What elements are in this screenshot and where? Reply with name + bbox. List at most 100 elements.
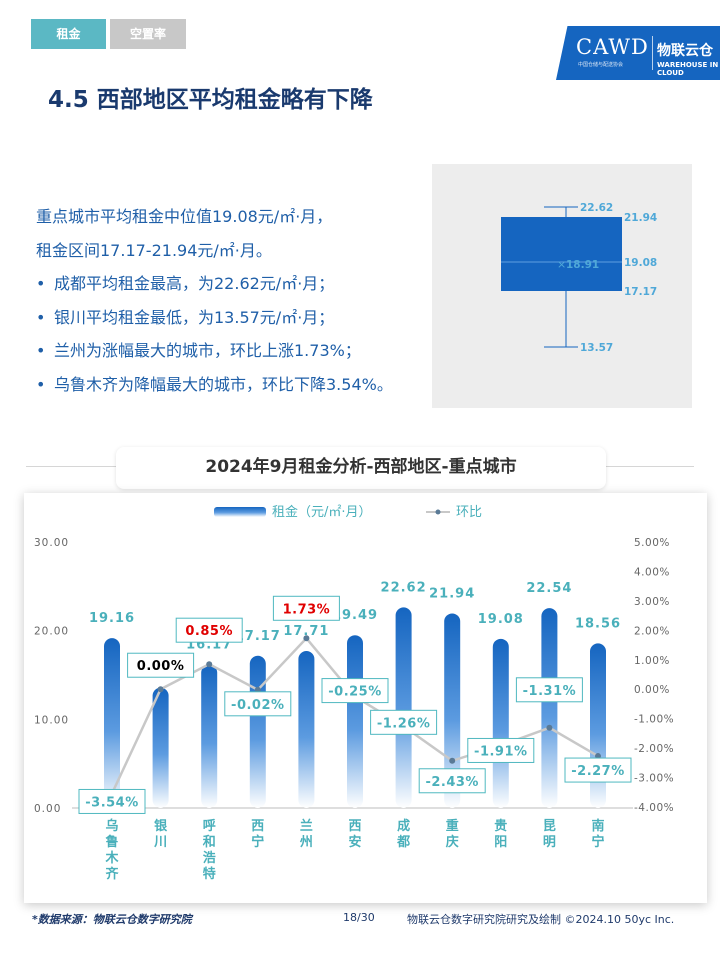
mom-change-point (157, 686, 164, 693)
left-axis-tick-label: 10.00 (34, 714, 69, 726)
mom-change-label-box (127, 652, 195, 678)
summary-bullet: 银川平均租金最低，为13.57元/㎡·月； (36, 301, 416, 335)
legend-line-point (435, 509, 441, 515)
mom-change-label: -0.25% (328, 685, 382, 700)
left-axis-tick-label: 0.00 (34, 803, 61, 815)
mom-change-label-box (224, 691, 292, 717)
mom-change-label: -0.02% (231, 698, 285, 713)
boxplot-q1-label: 17.17 (624, 286, 657, 298)
boxplot-box (501, 217, 622, 291)
rent-bar-value-label: 22.62 (381, 580, 427, 595)
mom-change-label: 0.85% (185, 624, 233, 639)
rent-bar (347, 635, 363, 808)
mom-change-label: -1.31% (523, 684, 577, 699)
mom-change-point (206, 661, 213, 668)
rent-bar (541, 608, 558, 808)
chart-card: 租金（元/㎡·月） 环比 0.00 10.00 20.00 30.00 5.00% 4.… (24, 493, 707, 903)
summary-intro-line: 租金区间17.17-21.94元/㎡·月。 (36, 240, 272, 260)
category-label: 兰州 (299, 818, 313, 850)
rent-bar (298, 650, 315, 808)
rent-bar (104, 638, 120, 808)
logo-small-text: 中国仓储与配送协会 (578, 62, 624, 68)
summary-intro-line: 重点城市平均租金中位值19.08元/㎡·月， (36, 207, 333, 226)
boxplot-panel: × 18.91 22.62 21.94 19.08 17.17 13.57 (432, 164, 692, 408)
mom-change-label: -1.26% (377, 716, 431, 731)
mom-change-label-box (418, 768, 486, 794)
rent-bar (395, 607, 412, 808)
boxplot-max-label: 22.62 (580, 202, 613, 214)
left-axis-tick-label: 30.00 (34, 537, 69, 549)
category-label: 重庆 (445, 818, 459, 850)
category-label: 银川 (153, 818, 168, 850)
chart-title: 2024年9月租金分析-西部地区-重点城市 (116, 447, 606, 489)
mom-change-point (546, 724, 553, 731)
rent-bar-value-label: 19.16 (89, 611, 135, 626)
category-label: 昆明 (543, 818, 556, 850)
category-label: 南宁 (591, 818, 604, 850)
mom-change-label: 0.00% (137, 659, 185, 674)
mom-change-label-box (175, 617, 243, 643)
mom-change-label-box (321, 678, 389, 704)
rent-bar (201, 664, 218, 808)
logo-divider (652, 36, 653, 70)
boxplot-mean-label: 18.91 (566, 259, 599, 271)
category-label: 西安 (348, 819, 361, 850)
mom-change-point (303, 635, 310, 642)
logo-cawd-text: CAWD (576, 35, 649, 59)
rent-chart: 租金（元/㎡·月） 环比 0.00 10.00 20.00 30.00 5.00% 4.… (34, 504, 674, 882)
category-label: 呼和浩特 (203, 818, 216, 882)
category-label: 贵阳 (494, 818, 507, 850)
rent-bar-value-label: 22.54 (526, 581, 572, 596)
boxplot-svg: × 18.91 22.62 21.94 19.08 17.17 13.57 (501, 202, 657, 354)
rent-bar (152, 687, 169, 808)
rent-bar-value-label: 18.56 (575, 616, 621, 631)
right-axis-tick-label: 2.00% (634, 625, 670, 637)
boxplot-min-label: 13.57 (580, 342, 613, 354)
mom-change-label: -3.54% (85, 795, 139, 810)
summary-bullet: 兰州为涨幅最大的城市，环比上涨1.73%； (36, 334, 416, 368)
right-axis-tick-label: -4.00% (634, 802, 674, 814)
legend-bar-label: 租金（元/㎡·月） (272, 504, 372, 520)
summary-bullet: 成都平均租金最高，为22.62元/㎡·月； (36, 267, 416, 301)
cawd-logo: CAWD 中国仓储与配送协会 物联云仓 WAREHOUSE IN CLOUD (556, 26, 720, 80)
legend-line-label: 环比 (456, 505, 482, 520)
right-axis-tick-label: 3.00% (634, 596, 670, 608)
rent-bar-value-label: 19.08 (478, 612, 524, 627)
right-axis-tick-label: 5.00% (634, 537, 670, 549)
right-axis-tick-label: 1.00% (634, 655, 670, 667)
rent-bar (249, 655, 266, 808)
category-label: 乌鲁木齐 (104, 818, 119, 882)
mom-change-point (254, 686, 261, 693)
rent-bar-value-label: 17.17 (235, 629, 281, 644)
tab-vacancy-rate[interactable]: 空置率 (110, 19, 186, 49)
tab-rent[interactable]: 租金 (31, 19, 106, 49)
rent-bar (492, 638, 509, 808)
right-axis-tick-label: 0.00% (634, 684, 670, 696)
mom-change-label: -2.43% (425, 775, 479, 790)
chart-legend: 租金（元/㎡·月） 环比 (214, 504, 482, 520)
page-title: 4.5 西部地区平均租金略有下降 (48, 87, 373, 113)
legend-bar-swatch (214, 507, 266, 517)
mom-change-label-box (78, 788, 146, 814)
summary-bullet: 乌鲁木齐为降幅最大的城市，环比下降3.54%。 (36, 368, 416, 402)
page-number: 18/30 (343, 911, 375, 924)
logo-cn-text: 物联云仓 (657, 43, 713, 59)
mom-change-label: -2.27% (571, 764, 625, 779)
boxplot-median-label: 19.08 (624, 257, 657, 269)
category-label: 成都 (396, 818, 410, 850)
rent-bar-value-label: 21.94 (429, 586, 475, 601)
mom-change-label-box (272, 595, 340, 621)
boxplot-mean-marker: × (557, 258, 566, 271)
mom-change-point (449, 757, 456, 764)
right-axis-tick-label: 4.00% (634, 566, 670, 578)
mom-change-label-box (370, 709, 438, 735)
mom-change-label-box (515, 677, 583, 703)
footer-source: *数据来源：物联云仓数字研究院 (32, 913, 192, 926)
footer-credit: 物联云仓数字研究院研究及绘制 ©2024.10 50yc Inc. (407, 913, 675, 926)
rent-bar (590, 643, 606, 808)
rent-bar-value-label: 17.71 (283, 624, 329, 639)
right-axis-tick-label: -3.00% (634, 773, 674, 785)
right-axis-tick-label: -1.00% (634, 714, 674, 726)
mom-change-label: -1.91% (474, 744, 528, 759)
mom-change-label-box (564, 757, 632, 783)
